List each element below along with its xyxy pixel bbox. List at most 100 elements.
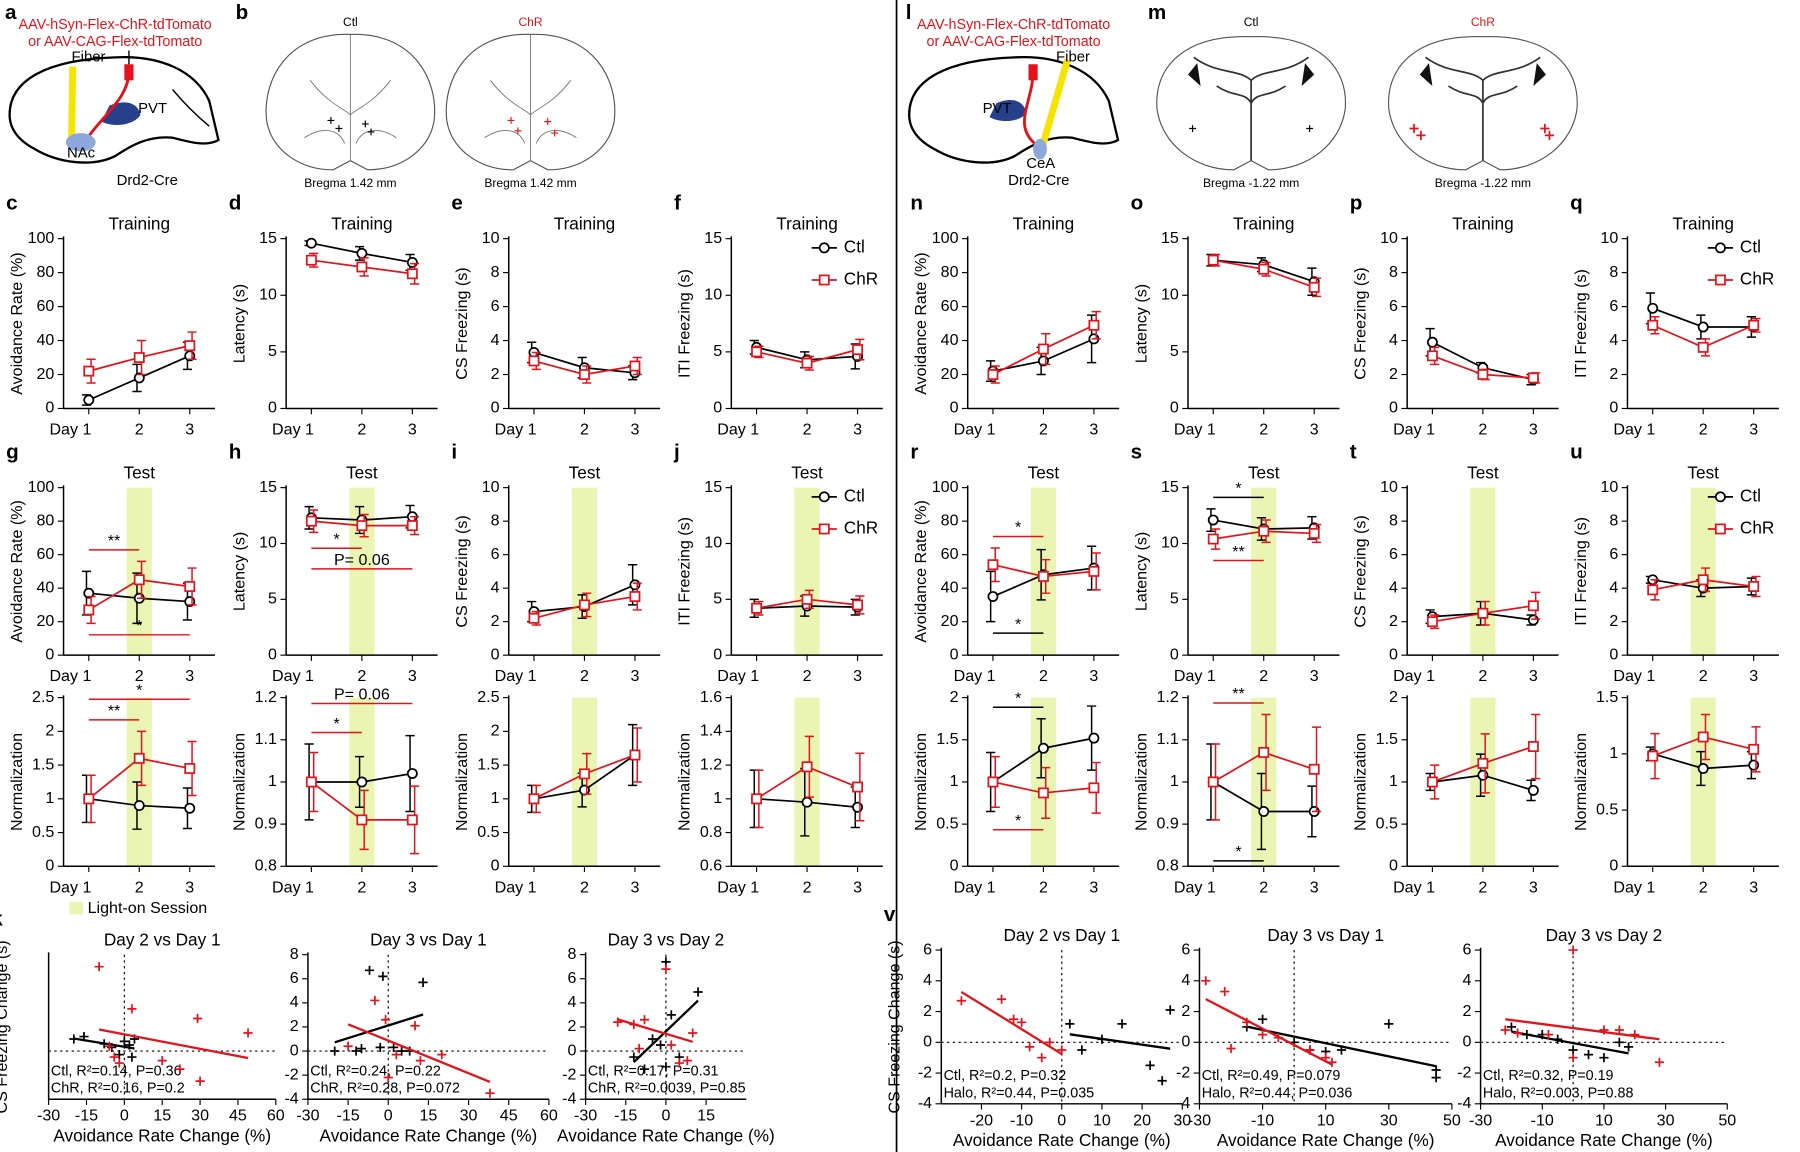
x-tick-label: 3 — [185, 421, 194, 439]
y-tick-label: 60 — [941, 545, 959, 563]
x-tick-label: Day 1 — [1613, 667, 1655, 685]
x-tick-label: Day 1 — [49, 878, 91, 896]
point — [661, 1062, 671, 1072]
marker — [1748, 759, 1760, 771]
virus-label: AAV-hSyn-Flex-ChR-tdTomato — [19, 17, 212, 33]
x-tick-label: Day 1 — [272, 421, 314, 439]
y-tick-label: 15 — [704, 478, 722, 496]
point — [192, 1013, 203, 1024]
panel-letter: t — [1350, 441, 1357, 464]
chart-title: Test — [791, 462, 823, 482]
marker — [1088, 565, 1100, 577]
nac-region — [65, 133, 96, 152]
legend-marker — [818, 274, 830, 286]
marker — [133, 352, 145, 363]
marker — [1426, 336, 1438, 348]
chart-title: Training — [109, 213, 171, 233]
y-axis-label: Avoidance Rate (%) — [8, 500, 26, 642]
point — [1624, 1042, 1634, 1052]
y-axis-label: CS Freezing Change (s) — [886, 940, 904, 1113]
point — [1384, 1019, 1394, 1029]
point — [1599, 1025, 1609, 1035]
y-tick-label: 0.5 — [477, 823, 499, 841]
x-tick-label: 2 — [1039, 667, 1048, 685]
point — [364, 965, 375, 975]
x-tick-label: Day 1 — [1393, 667, 1435, 685]
x-tick-label: 2 — [1699, 421, 1708, 439]
x-axis-label: Avoidance Rate Change (%) — [53, 1126, 271, 1146]
chart-title: Day 3 vs Day 1 — [1267, 925, 1384, 945]
x-tick-label: 2 — [1478, 421, 1487, 439]
y-tick-label: 1 — [1389, 772, 1398, 790]
point — [1321, 1053, 1331, 1063]
legend-marker — [818, 491, 830, 503]
x-tick-label: 2 — [357, 667, 366, 685]
y-axis-label: Normalization — [1352, 733, 1370, 831]
x-tick-label: 2 — [1699, 878, 1708, 896]
y-tick-label: 1.1 — [255, 730, 277, 748]
point — [688, 1028, 698, 1038]
x-tick-label: 2 — [1259, 878, 1268, 896]
point — [1045, 1037, 1055, 1047]
panel-letter: c — [6, 192, 17, 215]
y-tick-label: 2 — [1609, 612, 1618, 630]
x-tick-label: 20 — [1133, 1111, 1151, 1129]
y-axis-label: Normalization — [1572, 733, 1590, 831]
panel-letter: m — [1148, 1, 1166, 24]
marker — [356, 814, 368, 826]
point — [437, 1050, 447, 1060]
y-tick-label: 0 — [1389, 645, 1398, 663]
y-tick-label: 40 — [941, 331, 959, 349]
y-tick-label: 1 — [45, 789, 54, 807]
y-tick-label: 6 — [1609, 297, 1618, 315]
x-tick-label: 2 — [135, 421, 144, 439]
panel-letter: d — [229, 192, 242, 215]
x-tick-label: 3 — [1529, 878, 1538, 896]
point — [1568, 1053, 1578, 1063]
chart-title: Training — [1452, 213, 1514, 233]
point — [1117, 1019, 1127, 1029]
x-axis-label: Avoidance Rate Change (%) — [953, 1130, 1171, 1150]
marker — [987, 776, 999, 788]
point — [119, 1036, 129, 1046]
y-tick-label: 60 — [941, 297, 959, 315]
y-tick-label: 0 — [1609, 645, 1618, 663]
y-tick-label: 0 — [290, 1041, 299, 1059]
y-tick-label: 4 — [1609, 578, 1618, 596]
y-tick-label: -4 — [918, 1094, 932, 1112]
marker — [629, 591, 641, 602]
y-tick-label: -2 — [918, 1063, 932, 1081]
x-tick-label: 3 — [1749, 667, 1758, 685]
chart-title: Test — [1687, 462, 1719, 482]
section-detail — [1193, 56, 1309, 161]
marker — [1647, 584, 1659, 596]
panel-b: b Ctl ChR Bregma 1.42 mm Bregma 1.42 mm — [236, 1, 616, 190]
x-tick-label: 3 — [853, 421, 862, 439]
fiber-label: Fiber — [72, 49, 106, 65]
light-on-band — [1470, 697, 1496, 867]
point — [666, 1040, 676, 1050]
light-on-band — [1470, 487, 1496, 656]
y-tick-label: 2 — [567, 1017, 576, 1035]
y-tick-label: 0 — [45, 399, 54, 417]
fit-stat: Ctl, R²=0.32, P=0.19 — [1483, 1068, 1614, 1084]
point — [99, 1039, 109, 1049]
y-tick-label: 4 — [491, 578, 500, 596]
point — [485, 1088, 495, 1098]
x-tick-label: Day 1 — [272, 878, 314, 896]
y-tick-label: 0 — [268, 399, 277, 417]
y-axis-label: Normalization — [676, 733, 694, 831]
marker — [1037, 343, 1049, 355]
y-tick-label: 15 — [259, 478, 277, 496]
y-tick-label: 0.9 — [255, 814, 277, 832]
x-axis-label: Avoidance Rate Change (%) — [1495, 1130, 1713, 1150]
y-tick-label: 4 — [1609, 331, 1618, 349]
chart-title: Training — [1013, 213, 1075, 233]
significance-label: ** — [1232, 685, 1244, 703]
region-label: CeA — [1026, 156, 1055, 172]
brain-detail — [172, 89, 210, 127]
y-tick-label: 0.5 — [1376, 814, 1398, 832]
fiber — [1038, 58, 1071, 148]
marker — [579, 784, 590, 796]
fit-stat: Halo, R²=0.003, P=0.88 — [1483, 1085, 1634, 1101]
